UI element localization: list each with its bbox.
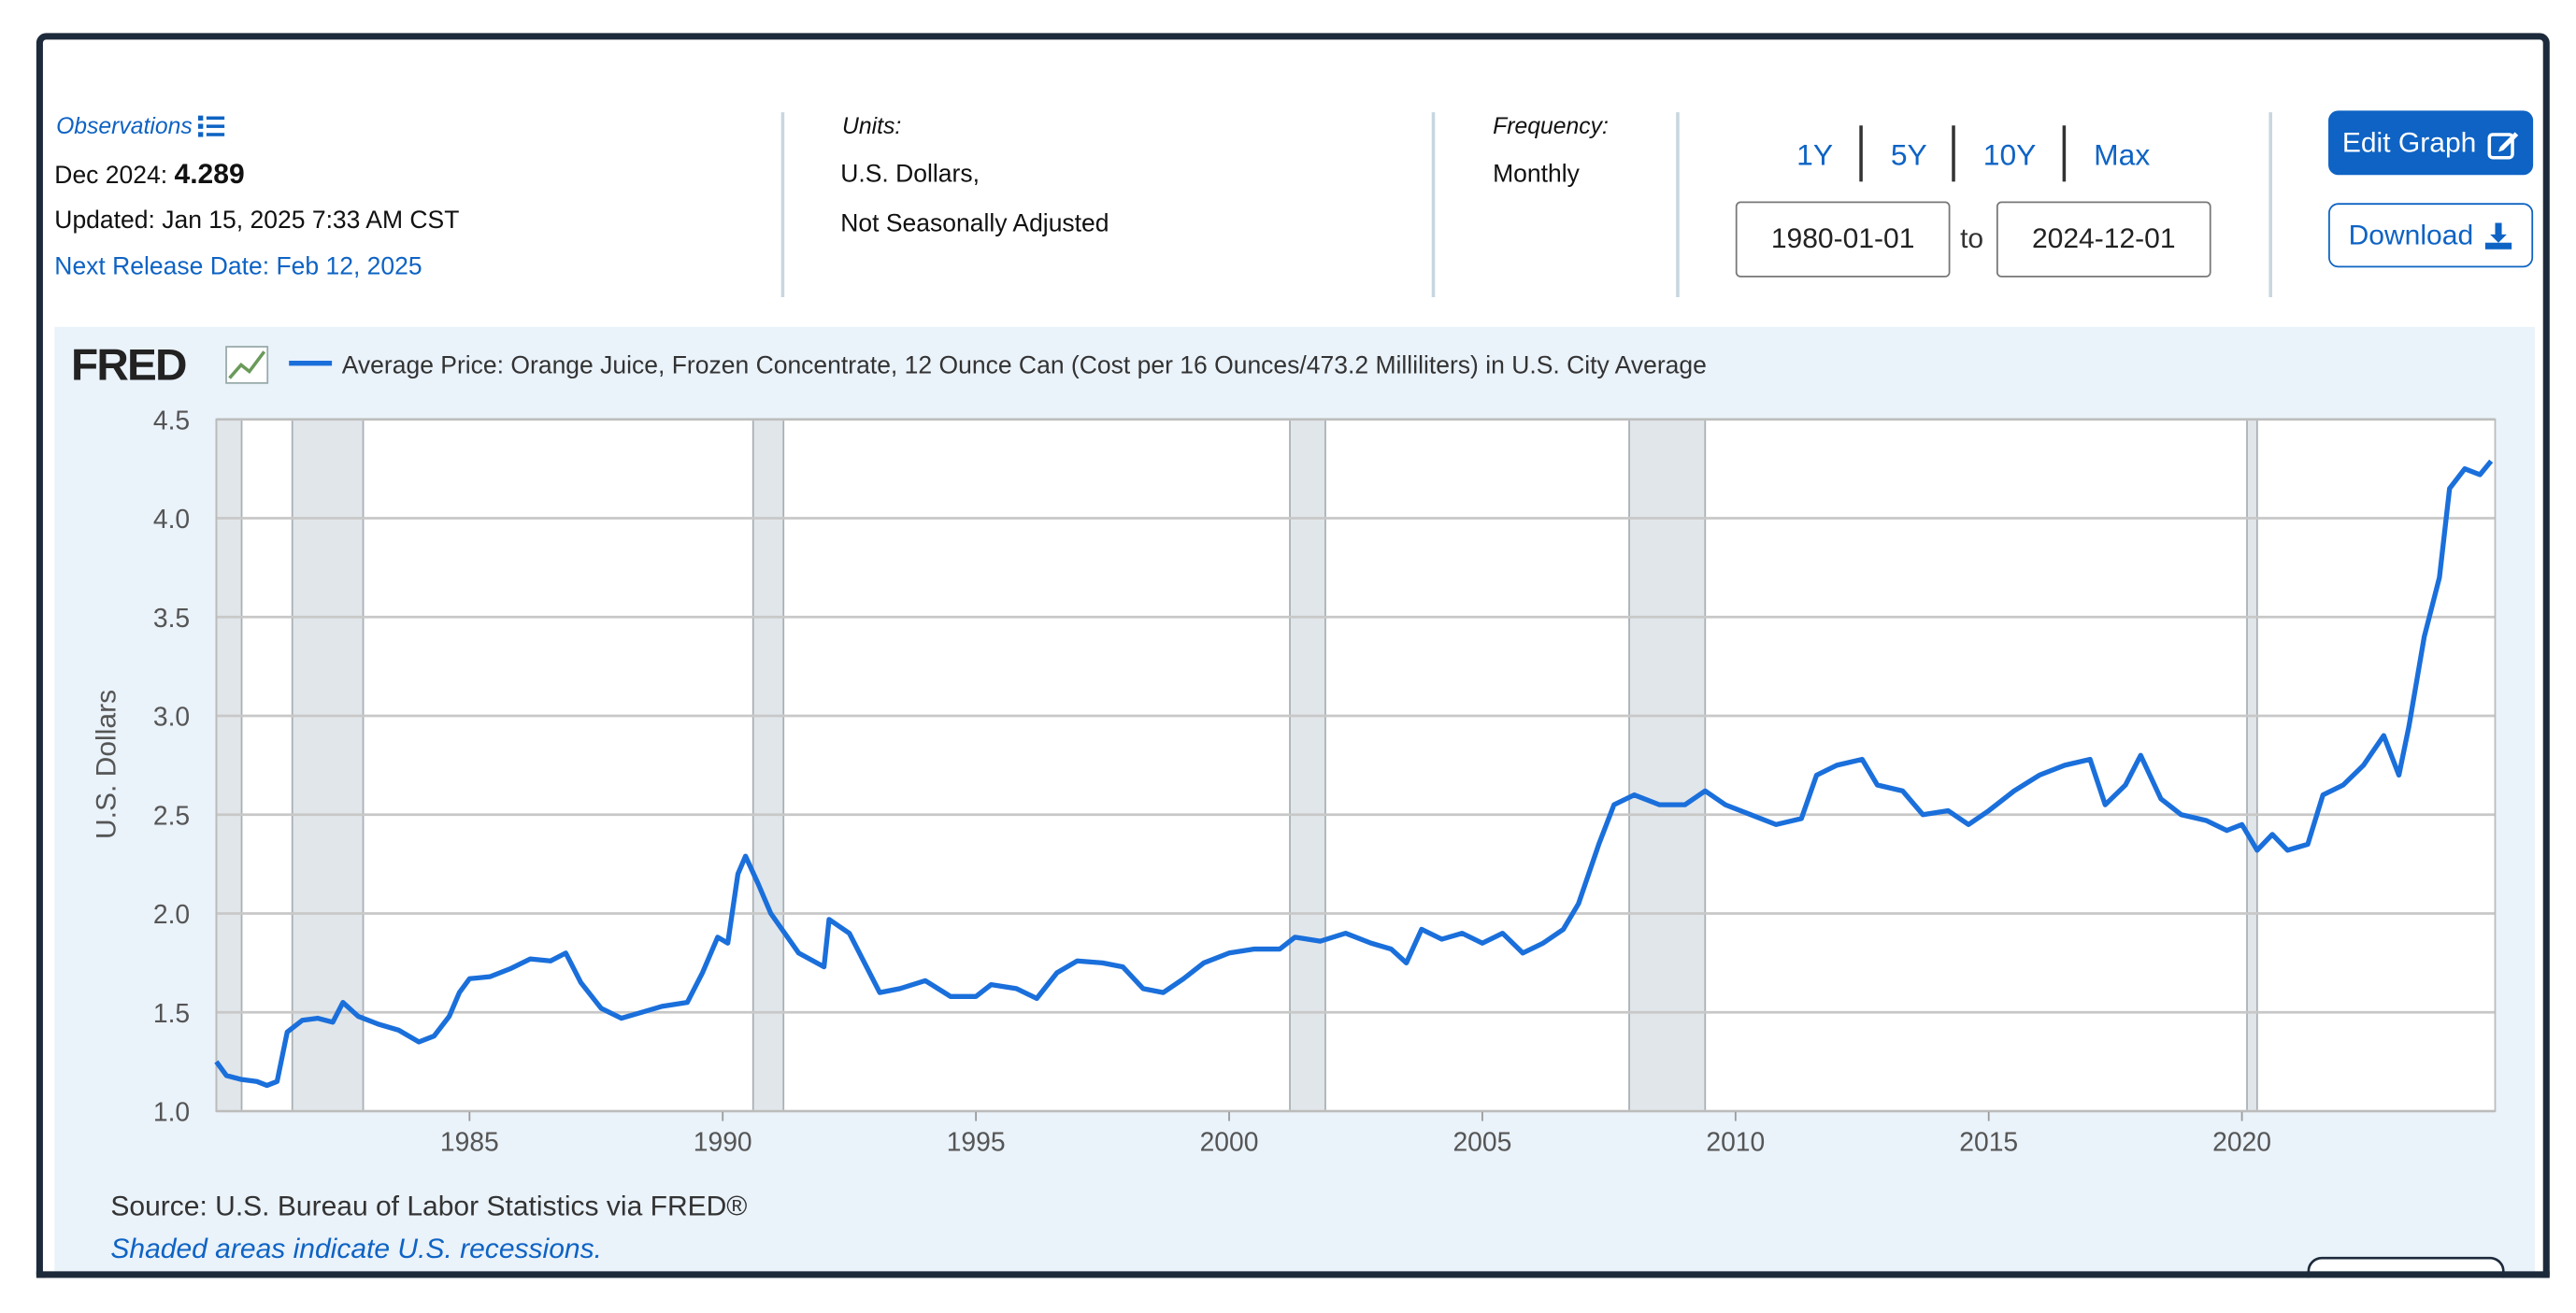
- x-tick-label: 2005: [1453, 1126, 1511, 1156]
- x-tick-label: 2010: [1706, 1126, 1765, 1156]
- separator: [2268, 112, 2272, 298]
- y-tick-label: 3.5: [153, 603, 190, 633]
- separator: [1676, 112, 1680, 298]
- recession-note: Shaded areas indicate U.S. recessions.: [110, 1234, 602, 1264]
- range-link[interactable]: 10Y: [1982, 138, 2037, 172]
- units: Not Seasonally Adjusted: [840, 209, 1109, 238]
- button-label[interactable]: Download: [2348, 219, 2474, 250]
- observation-value: 4.289: [174, 158, 245, 191]
- updated: Updated: Jan 15, 2025 7:33 AM CST: [54, 206, 460, 235]
- x-tick-label: 1985: [440, 1126, 499, 1156]
- units-label: Units:: [842, 112, 902, 139]
- recession-band: [1289, 418, 1326, 1112]
- separator: [1952, 125, 1955, 182]
- observation: Dec 2024: 4.289: [54, 159, 244, 192]
- observation-date: Dec 2024:: [54, 162, 168, 191]
- fred-logo: FRED: [71, 340, 186, 390]
- download-button[interactable]: Download: [2328, 203, 2534, 268]
- page-bottom: [0, 1277, 2576, 1313]
- plot-area: [216, 419, 2496, 1111]
- x-tick-label: 1990: [694, 1126, 752, 1156]
- logo-icon: [225, 346, 269, 384]
- frequency: Monthly: [1493, 160, 1580, 189]
- frame-bottom: [36, 1271, 2550, 1278]
- y-tick-label: 3.0: [153, 702, 190, 732]
- y-tick-label: 4.0: [153, 504, 190, 534]
- separator: [1859, 125, 1863, 182]
- x-tick-label: 2000: [1200, 1126, 1259, 1156]
- separator: [1431, 112, 1436, 298]
- range-link[interactable]: 1Y: [1796, 138, 1834, 172]
- y-tick-label: 4.5: [153, 405, 190, 435]
- separator: [2062, 125, 2067, 182]
- next-release: Next Release Date: Feb 12, 2025: [54, 252, 422, 281]
- download-icon: [2484, 221, 2512, 249]
- recession-band: [291, 418, 365, 1112]
- recession-band: [2246, 418, 2258, 1112]
- y-tick-label: 1.5: [153, 998, 190, 1028]
- y-tick-label: 2.0: [153, 899, 190, 929]
- recession-band: [1628, 418, 1707, 1112]
- source: Source: U.S. Bureau of Labor Statistics …: [110, 1191, 747, 1221]
- button-label[interactable]: Edit Graph: [2341, 126, 2477, 158]
- range-link[interactable]: Max: [2094, 138, 2151, 172]
- range-link[interactable]: 5Y: [1890, 138, 1927, 172]
- x-tick-label: 2020: [2212, 1126, 2271, 1156]
- separator: [780, 112, 785, 298]
- x-tick-label: 2015: [1959, 1126, 2018, 1156]
- start-date-input[interactable]: 1980-01-01: [1735, 201, 1951, 278]
- recession-band: [215, 418, 243, 1112]
- to-label: to: [1960, 222, 1984, 255]
- x-tick-label: 1995: [947, 1126, 1006, 1156]
- edit-graph-button[interactable]: Edit Graph: [2328, 110, 2534, 176]
- recession-band: [751, 418, 785, 1112]
- series-line: [214, 459, 2494, 1089]
- end-date-input[interactable]: 2024-12-01: [1996, 201, 2211, 278]
- observations-label[interactable]: Observations: [56, 112, 193, 139]
- edit-icon: [2486, 131, 2518, 159]
- legend-label: Average Price: Orange Juice, Frozen Conc…: [342, 350, 1707, 378]
- plot-border: [215, 418, 2497, 1112]
- observations-link[interactable]: Observations: [56, 112, 226, 139]
- y-tick-label: 1.0: [153, 1097, 190, 1127]
- y-axis-label: U.S. Dollars: [92, 690, 122, 839]
- units: U.S. Dollars,: [840, 160, 980, 189]
- frequency-label: Frequency:: [1493, 112, 1609, 139]
- plot-layer: 1.0 1.5 2.0 2.5 3.0 3.5 4.0 4.5 1985 1990 1995 2000…: [153, 405, 2497, 1156]
- y-tick-label: 2.5: [153, 800, 190, 830]
- list-icon: [198, 115, 226, 137]
